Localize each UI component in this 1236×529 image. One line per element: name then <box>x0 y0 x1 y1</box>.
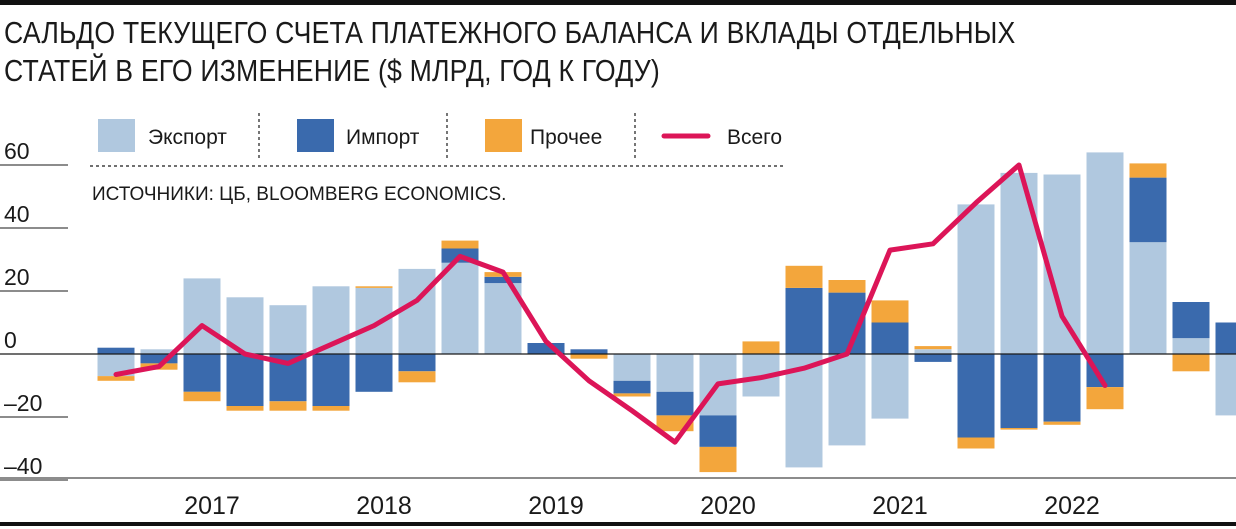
other-bar <box>613 393 651 397</box>
export-bar <box>1000 172 1038 354</box>
other-bar <box>828 280 866 293</box>
export-bar <box>828 354 866 446</box>
other-bar <box>570 354 608 359</box>
import-bar <box>312 354 350 406</box>
import-bar <box>570 349 608 354</box>
top-rule <box>0 0 1236 5</box>
year-label: 2018 <box>356 492 412 520</box>
other-bar <box>398 371 436 383</box>
legend: Экспорт Импорт Прочее Всего <box>90 113 786 167</box>
bottom-rule <box>0 522 1236 526</box>
legend-swatch-export <box>98 119 135 152</box>
import-bar <box>183 354 221 392</box>
export-bar <box>914 349 952 354</box>
import-bar <box>1043 354 1081 422</box>
other-bar <box>441 240 479 249</box>
import-bar <box>871 322 909 354</box>
export-bar <box>1172 338 1210 355</box>
export-bar <box>269 305 307 354</box>
export-bar <box>871 354 909 419</box>
other-bar <box>1000 428 1038 430</box>
import-bar <box>957 354 995 438</box>
year-label: 2017 <box>184 492 240 520</box>
legend-label-export: Экспорт <box>148 126 227 149</box>
legend-label-other: Прочее <box>530 126 602 149</box>
import-bar <box>656 391 694 416</box>
import-bar <box>1129 177 1167 243</box>
year-label: 2019 <box>528 492 584 520</box>
export-bar <box>140 349 178 354</box>
y-tick-label: 40 <box>4 201 30 227</box>
export-bar <box>1086 152 1124 354</box>
import-bar <box>355 354 393 392</box>
import-bar <box>914 354 952 362</box>
total-line <box>113 162 1108 445</box>
other-bar <box>699 446 737 473</box>
legend-label-total: Всего <box>727 126 782 149</box>
export-bar <box>441 262 479 354</box>
other-bar <box>355 286 393 288</box>
import-bar <box>1172 302 1210 339</box>
legend-swatch-other <box>485 119 522 152</box>
other-bar <box>183 391 221 402</box>
chart-title: САЛЬДО ТЕКУЩЕГО СЧЕТА ПЛАТЕЖНОГО БАЛАНСА… <box>4 15 1016 88</box>
legend-label-import: Импорт <box>346 126 420 149</box>
grid <box>0 164 68 481</box>
import-bar <box>140 354 178 364</box>
import-bar <box>699 415 737 447</box>
import-bar <box>1215 322 1236 354</box>
export-bar <box>613 354 651 381</box>
other-bar <box>312 406 350 411</box>
other-bar <box>871 300 909 323</box>
total-line-group <box>113 162 1108 445</box>
y-tick-label: –40 <box>4 453 42 479</box>
y-tick-label: 0 <box>4 327 17 353</box>
other-bar <box>1172 354 1210 372</box>
other-bar <box>742 341 780 354</box>
other-bar <box>785 265 823 288</box>
other-bar <box>957 437 995 449</box>
other-bar <box>269 401 307 411</box>
import-bar <box>398 354 436 372</box>
year-label: 2021 <box>872 492 928 520</box>
other-bar <box>1043 421 1081 425</box>
export-bar <box>398 268 436 354</box>
y-tick-label: –20 <box>4 390 42 416</box>
source-note: ИСТОЧНИКИ: ЦБ, BLOOMBERG ECONOMICS. <box>92 184 506 205</box>
export-bar <box>656 354 694 392</box>
import-bar <box>226 354 264 406</box>
export-bar <box>355 287 393 354</box>
other-bar <box>97 376 135 381</box>
y-axis: 60 40 20 0 –20 –40 <box>4 138 42 479</box>
y-tick-label: 60 <box>4 138 30 164</box>
year-label: 2020 <box>700 492 756 520</box>
import-bar <box>1000 354 1038 428</box>
import-bar <box>613 380 651 394</box>
import-bar <box>527 343 565 354</box>
export-bar <box>957 204 995 354</box>
export-bar <box>1129 242 1167 354</box>
x-axis: 2017 2018 2019 2020 2021 2022 <box>0 477 1236 520</box>
other-bar <box>1129 163 1167 178</box>
year-label: 2022 <box>1044 492 1100 520</box>
import-bar <box>97 347 135 354</box>
import-bar <box>785 287 823 354</box>
other-bar <box>1086 387 1124 410</box>
other-bar <box>914 346 952 350</box>
other-bar <box>226 406 264 411</box>
y-tick-label: 20 <box>4 264 30 290</box>
legend-swatch-import <box>297 119 334 152</box>
export-bar <box>183 278 221 354</box>
import-bar <box>484 276 522 284</box>
export-bar <box>1215 354 1236 416</box>
